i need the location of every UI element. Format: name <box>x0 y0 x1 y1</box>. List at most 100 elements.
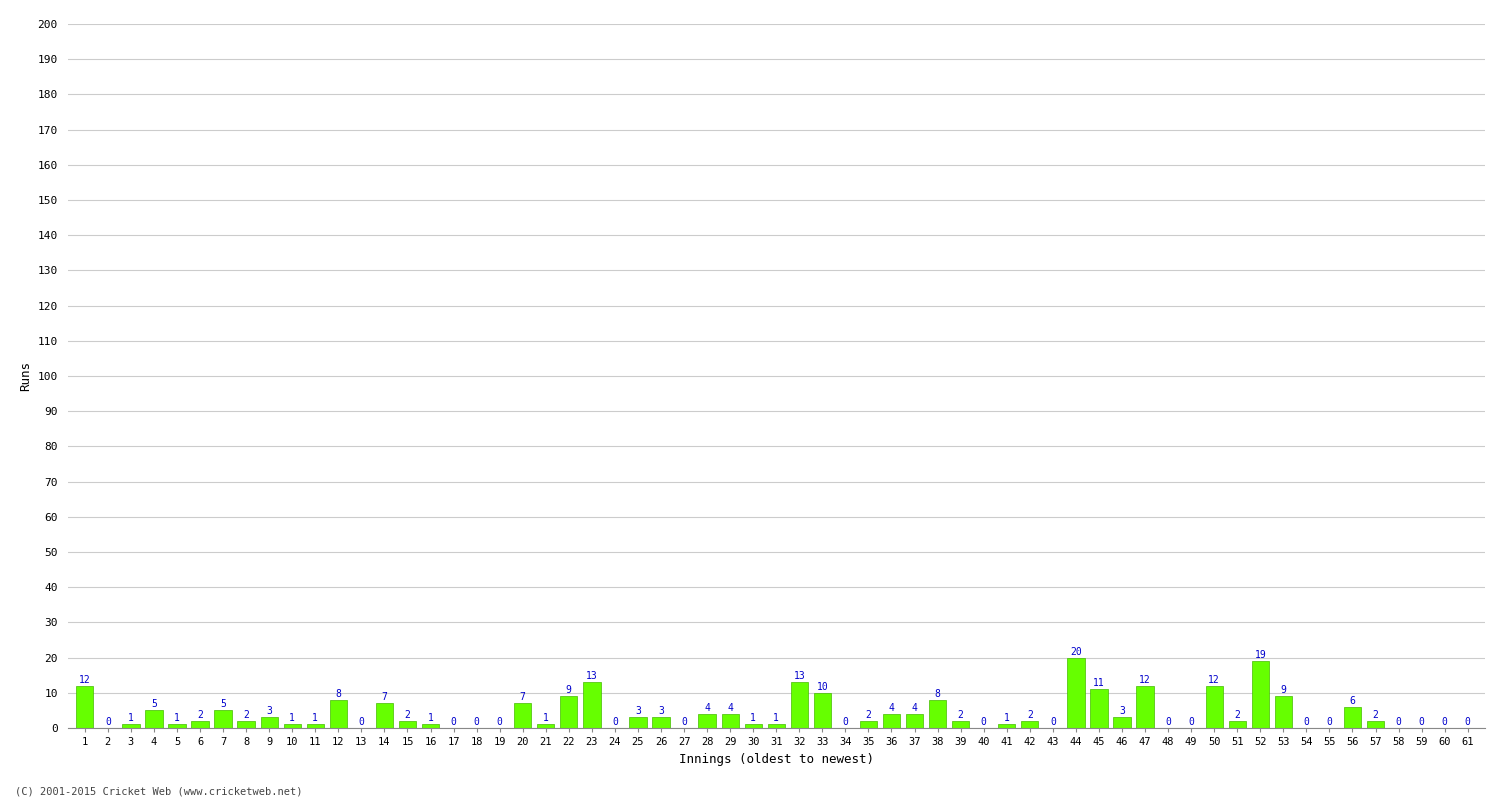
Text: 0: 0 <box>105 717 111 727</box>
Bar <box>744 725 762 728</box>
Bar <box>1228 721 1246 728</box>
Text: 0: 0 <box>1395 717 1401 727</box>
Bar <box>560 696 578 728</box>
Text: 0: 0 <box>474 717 480 727</box>
Text: 0: 0 <box>981 717 987 727</box>
Text: 12: 12 <box>1138 674 1150 685</box>
Bar <box>768 725 784 728</box>
Bar <box>722 714 740 728</box>
Bar <box>699 714 715 728</box>
Bar <box>1090 690 1107 728</box>
Bar <box>192 721 208 728</box>
Bar <box>306 725 324 728</box>
Bar <box>998 725 1016 728</box>
Bar <box>1137 686 1154 728</box>
Text: 2: 2 <box>243 710 249 720</box>
Bar <box>146 710 162 728</box>
Bar <box>859 721 877 728</box>
Bar <box>399 721 416 728</box>
Text: 1: 1 <box>1004 714 1010 723</box>
Text: 8: 8 <box>934 689 940 698</box>
Bar <box>952 721 969 728</box>
Bar <box>261 718 278 728</box>
Text: 8: 8 <box>336 689 342 698</box>
Text: 1: 1 <box>290 714 296 723</box>
Bar <box>422 725 440 728</box>
Bar <box>928 700 946 728</box>
Bar <box>1206 686 1222 728</box>
Text: 2: 2 <box>1372 710 1378 720</box>
Text: 7: 7 <box>520 692 525 702</box>
Bar <box>906 714 922 728</box>
Bar <box>1344 707 1360 728</box>
Text: 0: 0 <box>1304 717 1310 727</box>
Text: 4: 4 <box>912 703 918 713</box>
Bar <box>1022 721 1038 728</box>
Text: 3: 3 <box>658 706 664 716</box>
Text: 2: 2 <box>1234 710 1240 720</box>
Text: 13: 13 <box>794 671 806 681</box>
Text: 2: 2 <box>1028 710 1032 720</box>
Text: 0: 0 <box>843 717 849 727</box>
Bar <box>214 710 231 728</box>
Bar <box>1251 661 1269 728</box>
Text: 0: 0 <box>1466 717 1470 727</box>
Bar <box>630 718 646 728</box>
Bar <box>330 700 346 728</box>
Text: 9: 9 <box>566 686 572 695</box>
Bar <box>168 725 186 728</box>
Text: 5: 5 <box>220 699 226 710</box>
Text: 1: 1 <box>312 714 318 723</box>
Bar <box>813 693 831 728</box>
Bar <box>790 682 808 728</box>
Text: 0: 0 <box>358 717 364 727</box>
Text: 0: 0 <box>450 717 456 727</box>
Text: 12: 12 <box>80 674 90 685</box>
Text: 6: 6 <box>1350 696 1356 706</box>
Bar <box>884 714 900 728</box>
Text: 7: 7 <box>381 692 387 702</box>
Y-axis label: Runs: Runs <box>20 361 32 391</box>
Text: 5: 5 <box>152 699 157 710</box>
Bar <box>652 718 669 728</box>
Text: 1: 1 <box>427 714 433 723</box>
Bar <box>537 725 555 728</box>
Text: 4: 4 <box>728 703 734 713</box>
Text: 3: 3 <box>634 706 640 716</box>
Text: 20: 20 <box>1070 646 1082 657</box>
Text: 0: 0 <box>1166 717 1172 727</box>
Text: 12: 12 <box>1209 674 1219 685</box>
Text: 0: 0 <box>1050 717 1056 727</box>
Text: 0: 0 <box>1188 717 1194 727</box>
Text: 2: 2 <box>957 710 963 720</box>
Text: 2: 2 <box>405 710 411 720</box>
Text: 1: 1 <box>174 714 180 723</box>
Text: 0: 0 <box>681 717 687 727</box>
Bar <box>1113 718 1131 728</box>
Text: 1: 1 <box>128 714 134 723</box>
Bar <box>284 725 302 728</box>
Text: 0: 0 <box>1419 717 1425 727</box>
Text: 11: 11 <box>1094 678 1106 688</box>
Bar <box>1066 658 1084 728</box>
Text: (C) 2001-2015 Cricket Web (www.cricketweb.net): (C) 2001-2015 Cricket Web (www.cricketwe… <box>15 786 303 796</box>
Bar <box>237 721 255 728</box>
Text: 19: 19 <box>1254 650 1266 660</box>
Text: 1: 1 <box>774 714 778 723</box>
Text: 4: 4 <box>704 703 710 713</box>
Bar <box>514 703 531 728</box>
Text: 3: 3 <box>266 706 272 716</box>
Text: 1: 1 <box>750 714 756 723</box>
Bar <box>122 725 140 728</box>
Text: 3: 3 <box>1119 706 1125 716</box>
Bar <box>584 682 600 728</box>
Text: 0: 0 <box>496 717 502 727</box>
Bar <box>1275 696 1292 728</box>
Text: 4: 4 <box>888 703 894 713</box>
X-axis label: Innings (oldest to newest): Innings (oldest to newest) <box>678 753 873 766</box>
Bar <box>376 703 393 728</box>
Text: 0: 0 <box>1442 717 1448 727</box>
Text: 13: 13 <box>586 671 597 681</box>
Text: 1: 1 <box>543 714 549 723</box>
Text: 0: 0 <box>1326 717 1332 727</box>
